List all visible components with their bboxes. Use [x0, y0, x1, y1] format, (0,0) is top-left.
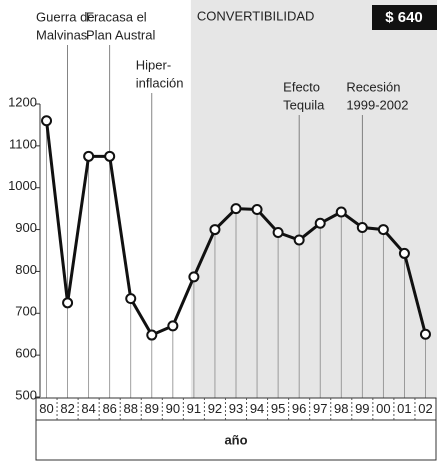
- annotation: Guerra de: [36, 9, 95, 24]
- annotation: Efecto: [283, 79, 320, 94]
- x-axis-label: año: [224, 432, 247, 447]
- y-tick-label: 700: [15, 304, 37, 319]
- x-tick-label: 88: [124, 401, 138, 416]
- x-tick-label: 80: [39, 401, 53, 416]
- x-tick-label: 99: [355, 401, 369, 416]
- x-tick-label: 89: [145, 401, 159, 416]
- x-tick-label: 98: [334, 401, 348, 416]
- y-tick-label: 1000: [8, 178, 37, 193]
- x-tick-label: 00: [376, 401, 390, 416]
- annotation: Recesión: [346, 79, 400, 94]
- y-tick-label: 600: [15, 346, 37, 361]
- region-label: CONVERTIBILIDAD: [197, 8, 315, 23]
- point: [104, 150, 116, 162]
- x-tick-label: 97: [313, 401, 327, 416]
- y-tick-label: 800: [15, 262, 37, 277]
- x-tick-label: 96: [292, 401, 306, 416]
- point: [272, 227, 284, 239]
- callout: $ 640: [385, 9, 423, 26]
- point: [251, 203, 263, 215]
- y-tick-label: 900: [15, 220, 37, 235]
- annotation: Hiper-: [136, 57, 171, 72]
- annotation: inflación: [136, 75, 184, 90]
- point: [188, 271, 200, 283]
- point: [62, 297, 74, 309]
- x-tick-label: 02: [418, 401, 432, 416]
- x-tick-label: 95: [271, 401, 285, 416]
- x-tick-label: 82: [60, 401, 74, 416]
- point: [398, 247, 410, 259]
- point: [146, 329, 158, 341]
- point: [377, 224, 389, 236]
- annotation: Malvinas: [36, 27, 88, 42]
- point: [125, 293, 137, 305]
- y-tick-label: 500: [15, 387, 37, 402]
- x-tick-label: 94: [250, 401, 264, 416]
- shaded-region: [190, 0, 437, 399]
- annotation: Plan Austral: [86, 27, 155, 42]
- x-tick-label: 92: [208, 401, 222, 416]
- callout-box: [372, 5, 437, 30]
- annotation: 1999-2002: [346, 97, 408, 112]
- point: [209, 224, 221, 236]
- point: [419, 328, 431, 340]
- x-tick-label: 91: [187, 401, 201, 416]
- annotation: Tequila: [283, 97, 325, 112]
- point: [41, 115, 53, 127]
- x-axis-box: [35, 397, 437, 461]
- point: [356, 221, 368, 233]
- x-tick-label: 93: [229, 401, 243, 416]
- x-tick-label: 01: [397, 401, 411, 416]
- y-tick-label: 1100: [9, 136, 37, 151]
- x-tick-label: 86: [102, 401, 116, 416]
- y-tick-label: 1200: [8, 94, 37, 109]
- point: [83, 150, 95, 162]
- x-tick-label: 90: [166, 401, 180, 416]
- annotation: Fracasa el: [86, 9, 147, 24]
- point: [314, 217, 326, 229]
- point: [335, 206, 347, 218]
- x-tick-label: 84: [81, 401, 95, 416]
- point: [293, 234, 305, 246]
- point: [230, 203, 242, 215]
- point: [167, 320, 179, 332]
